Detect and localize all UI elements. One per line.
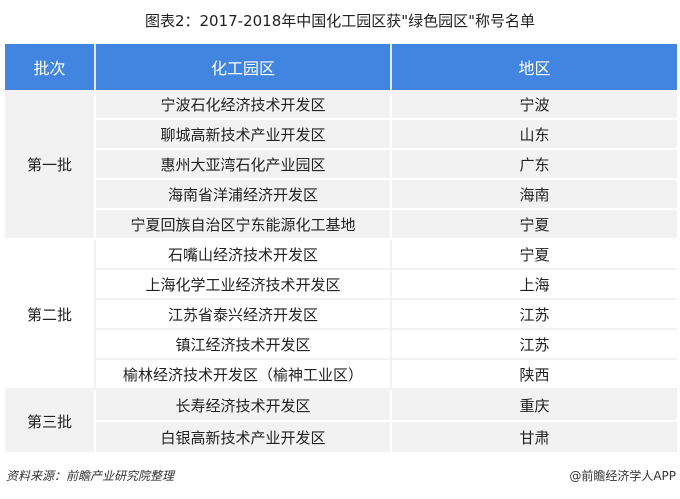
park-cell: 海南省洋浦经济开发区: [95, 179, 392, 210]
region-cell: 宁波: [391, 90, 677, 120]
park-cell: 石嘴山经济技术开发区: [95, 239, 392, 270]
region-cell: 广东: [391, 149, 677, 180]
table-row: 惠州大亚湾石化产业园区 广东: [5, 149, 677, 180]
park-cell: 镇江经济技术开发区: [95, 329, 392, 360]
table-row: 聊城高新技术产业开发区 山东: [5, 119, 677, 150]
table-row: 上海化学工业经济技术开发区 上海: [5, 269, 677, 300]
region-cell: 江苏: [391, 299, 677, 330]
park-cell: 江苏省泰兴经济开发区: [95, 299, 392, 330]
region-cell: 陕西: [391, 359, 677, 390]
table-row: 榆林经济技术开发区（榆神工业区） 陕西: [5, 359, 677, 390]
header-batch: 批次: [5, 44, 96, 90]
region-cell: 山东: [391, 119, 677, 150]
source-note: 资料来源：前瞻产业研究院整理: [6, 469, 175, 483]
header-park: 化工园区: [95, 44, 392, 90]
batch-cell: 第二批: [5, 239, 96, 390]
green-park-table: 批次 化工园区 地区 第一批 宁波石化经济技术开发区 宁波 聊城高新技术产业开发区 山东…: [5, 44, 677, 454]
region-cell: 宁夏: [391, 209, 677, 240]
park-cell: 上海化学工业经济技术开发区: [95, 269, 392, 300]
batch-cell: 第一批: [5, 90, 96, 240]
park-cell: 宁夏回族自治区宁东能源化工基地: [95, 209, 392, 240]
park-cell: 榆林经济技术开发区（榆神工业区）: [95, 359, 392, 390]
table-row: 镇江经济技术开发区 江苏: [5, 329, 677, 360]
table-row: 第三批 长寿经济技术开发区 重庆: [5, 389, 677, 454]
table-row: 江苏省泰兴经济开发区 江苏: [5, 299, 677, 330]
region-cell: 重庆: [391, 389, 677, 422]
table-row: 白银高新技术产业开发区 甘肃: [5, 421, 677, 454]
region-cell: 宁夏: [391, 239, 677, 270]
region-cell: 上海: [391, 269, 677, 300]
park-cell: 长寿经济技术开发区: [95, 389, 392, 422]
header-region: 地区: [391, 44, 677, 90]
table-row: 海南省洋浦经济开发区 海南: [5, 179, 677, 210]
park-cell: 惠州大亚湾石化产业园区: [95, 149, 392, 180]
brand-credit: @前瞻经济学人APP: [569, 469, 676, 483]
park-cell: 聊城高新技术产业开发区: [95, 119, 392, 150]
table-row: 宁夏回族自治区宁东能源化工基地 宁夏: [5, 209, 677, 240]
batch-cell: 第三批: [5, 389, 96, 454]
table-title: 图表2：2017-2018年中国化工园区获"绿色园区"称号名单: [144, 12, 536, 30]
region-cell: 海南: [391, 179, 677, 210]
park-cell: 白银高新技术产业开发区: [95, 421, 392, 454]
region-cell: 甘肃: [391, 421, 677, 454]
table-row: 第二批 石嘴山经济技术开发区 宁夏: [5, 239, 677, 390]
region-cell: 江苏: [391, 329, 677, 360]
table-row: 第一批 宁波石化经济技术开发区 宁波: [5, 90, 677, 240]
park-cell: 宁波石化经济技术开发区: [95, 90, 392, 120]
